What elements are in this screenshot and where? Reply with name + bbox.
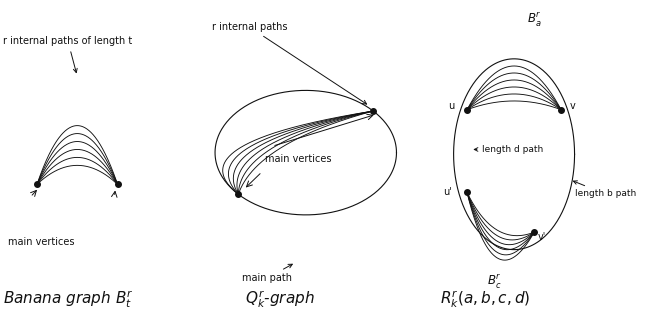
Text: main vertices: main vertices	[265, 154, 332, 164]
Text: $R_k^r(a, b, c, d)$: $R_k^r(a, b, c, d)$	[440, 288, 530, 310]
Text: $B_c^r$: $B_c^r$	[487, 273, 501, 290]
Text: u': u'	[444, 187, 452, 197]
Text: length b path: length b path	[573, 181, 636, 198]
Text: u: u	[448, 101, 454, 111]
Text: v': v'	[538, 232, 546, 242]
Text: main vertices: main vertices	[8, 237, 75, 247]
Text: r internal paths: r internal paths	[212, 22, 367, 104]
Text: $Q_k^r$-graph: $Q_k^r$-graph	[245, 288, 315, 310]
Text: $B_a^r$: $B_a^r$	[527, 10, 542, 28]
Text: main path: main path	[242, 264, 292, 283]
Text: r internal paths of length t: r internal paths of length t	[3, 36, 132, 73]
Text: v: v	[570, 101, 576, 111]
Text: length d path: length d path	[474, 145, 544, 154]
Text: Banana graph $B_t^r$: Banana graph $B_t^r$	[3, 288, 134, 310]
